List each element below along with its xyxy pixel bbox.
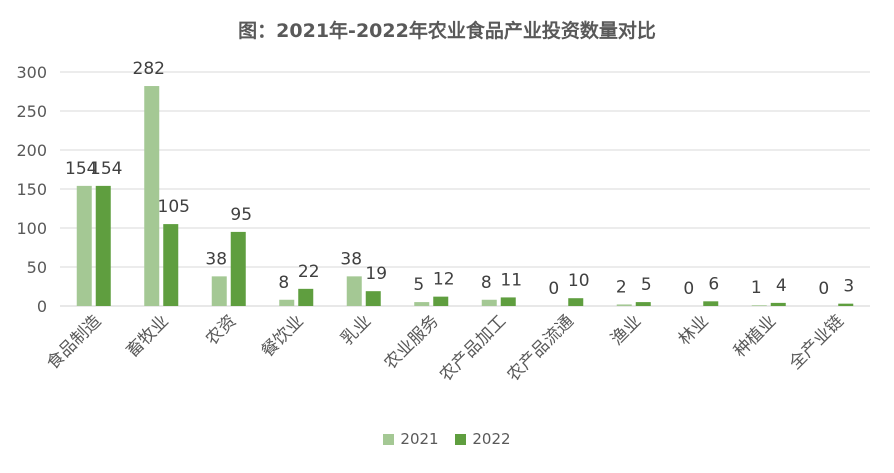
- data-label-2022-7: 10: [568, 271, 590, 291]
- data-label-2022-2: 95: [230, 205, 252, 225]
- bar-2022-5: [433, 296, 449, 306]
- data-label-2021-10: 1: [751, 278, 762, 298]
- data-label-2021-9: 0: [683, 279, 694, 299]
- data-label-2022-6: 11: [500, 270, 522, 290]
- x-tick-label: 农资: [202, 311, 240, 349]
- data-label-2021-5: 5: [413, 275, 424, 295]
- data-label-2022-4: 19: [365, 264, 387, 284]
- bar-2022-8: [635, 302, 651, 306]
- bar-2021-8: [616, 304, 632, 306]
- bar-2022-7: [568, 298, 584, 306]
- bar-2022-2: [230, 231, 246, 306]
- chart-title: 图：2021年-2022年农业食品产业投资数量对比: [238, 20, 656, 42]
- x-tick-label: 食品制造: [43, 311, 105, 373]
- data-label-2022-9: 6: [708, 274, 719, 294]
- data-label-2022-8: 5: [641, 275, 652, 295]
- legend: 2021 2022: [0, 430, 894, 449]
- data-label-2021-1: 282: [133, 59, 165, 79]
- bar-2021-0: [76, 185, 92, 306]
- bar-2022-0: [95, 185, 111, 306]
- y-tick-label: 250: [16, 102, 47, 121]
- y-tick-label: 50: [27, 258, 47, 277]
- bar-2021-3: [279, 299, 295, 306]
- bar-2021-10: [751, 305, 767, 306]
- y-tick-label: 150: [16, 180, 47, 199]
- x-tick-label: 餐饮业: [258, 311, 308, 361]
- legend-swatch-2022: [455, 433, 467, 445]
- data-label-2021-11: 0: [818, 279, 829, 299]
- x-tick-label: 种植业: [730, 311, 780, 361]
- data-label-2021-7: 0: [548, 279, 559, 299]
- x-tick-label: 畜牧业: [123, 311, 173, 361]
- bar-2021-1: [144, 86, 160, 306]
- bar-2021-5: [414, 302, 430, 306]
- data-label-2022-3: 22: [298, 262, 320, 282]
- bar-2021-2: [211, 276, 227, 306]
- y-tick-label: 200: [16, 141, 47, 160]
- bar-2021-4: [346, 276, 362, 306]
- legend-label-2021: 2021: [400, 430, 439, 448]
- legend-item-2021: 2021: [383, 430, 439, 448]
- data-label-2022-5: 12: [433, 270, 455, 290]
- bars: [76, 86, 854, 306]
- y-tick-label: 100: [16, 219, 47, 238]
- bar-2022-1: [163, 224, 179, 306]
- data-label-2021-4: 38: [340, 249, 362, 269]
- gridlines: [60, 71, 870, 307]
- x-tick-label: 农产品加工: [436, 311, 510, 385]
- bar-2022-11: [838, 303, 854, 306]
- y-axis-ticks: 0 50 100 150 200 250 300: [16, 63, 47, 316]
- x-tick-label: 乳业: [337, 311, 375, 349]
- data-label-2022-1: 105: [158, 197, 190, 217]
- data-label-2021-2: 38: [205, 249, 227, 269]
- bar-2021-6: [481, 299, 497, 306]
- x-tick-label: 农产品流通: [504, 311, 578, 385]
- y-tick-label: 300: [16, 63, 47, 82]
- data-label-2021-3: 8: [278, 273, 289, 293]
- x-tick-label: 渔业: [607, 311, 645, 349]
- bar-2022-6: [500, 297, 516, 306]
- data-label-2021-8: 2: [616, 277, 627, 297]
- legend-label-2022: 2022: [472, 430, 511, 448]
- bar-2022-9: [703, 301, 719, 306]
- y-tick-label: 0: [37, 297, 47, 316]
- x-tick-label: 农业服务: [381, 311, 443, 373]
- bar-2022-10: [770, 302, 786, 306]
- data-label-2021-0: 154: [65, 159, 97, 179]
- legend-swatch-2021: [383, 433, 395, 445]
- data-label-2022-10: 4: [776, 276, 787, 296]
- x-tick-label: 全产业链: [786, 311, 848, 373]
- data-label-2021-6: 8: [481, 273, 492, 293]
- data-label-2022-0: 154: [90, 159, 122, 179]
- data-label-2022-11: 3: [843, 277, 854, 297]
- x-tick-label: 林业: [675, 311, 713, 349]
- bar-2022-3: [298, 288, 314, 306]
- bar-2022-4: [365, 291, 381, 306]
- legend-item-2022: 2022: [455, 430, 511, 448]
